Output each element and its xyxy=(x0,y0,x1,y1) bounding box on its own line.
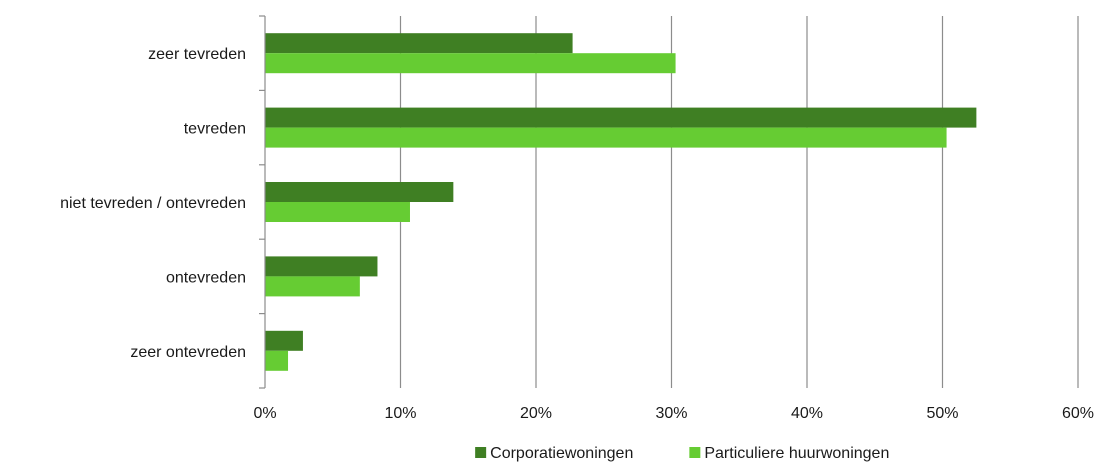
x-tick-label-50: 50% xyxy=(926,405,958,422)
bar-corporatie-2 xyxy=(265,182,454,202)
x-tick-label-10: 10% xyxy=(384,405,416,422)
legend-swatch-0 xyxy=(475,447,487,458)
legend-label-0: Corporatiewoningen xyxy=(490,445,633,462)
axis-labels: 0% 10% 20% 30% 40% 50% 60% zeer tevreden tevrede… xyxy=(60,46,1094,422)
bar-corporatie-1 xyxy=(265,107,977,128)
legend-swatch-1 xyxy=(689,447,701,458)
y-category-label: zeer tevreden xyxy=(148,46,246,63)
y-category-label: tevreden xyxy=(184,121,246,138)
bar-particulier-0 xyxy=(265,53,676,74)
bar-particulier-2 xyxy=(265,202,410,222)
axes xyxy=(259,15,266,389)
x-tick-label-60: 60% xyxy=(1062,405,1094,422)
bar-corporatie-0 xyxy=(265,33,573,54)
bars xyxy=(265,33,977,371)
x-tick-label-30: 30% xyxy=(655,405,687,422)
y-category-label: niet tevreden / ontevreden xyxy=(60,195,246,212)
bar-particulier-3 xyxy=(265,276,360,297)
bar-particulier-4 xyxy=(265,350,289,371)
bar-corporatie-3 xyxy=(265,256,378,277)
legend: Corporatiewoningen Particuliere huurwonin… xyxy=(475,445,889,462)
x-tick-label-40: 40% xyxy=(791,405,823,422)
x-tick-label-0: 0% xyxy=(253,405,276,422)
bar-corporatie-4 xyxy=(265,330,303,351)
y-category-label: zeer ontevreden xyxy=(130,344,246,361)
x-tick-label-20: 20% xyxy=(520,405,552,422)
bar-particulier-1 xyxy=(265,127,947,148)
gridlines xyxy=(399,16,1079,388)
y-category-label: ontevreden xyxy=(166,269,246,286)
legend-label-1: Particuliere huurwoningen xyxy=(704,445,889,462)
